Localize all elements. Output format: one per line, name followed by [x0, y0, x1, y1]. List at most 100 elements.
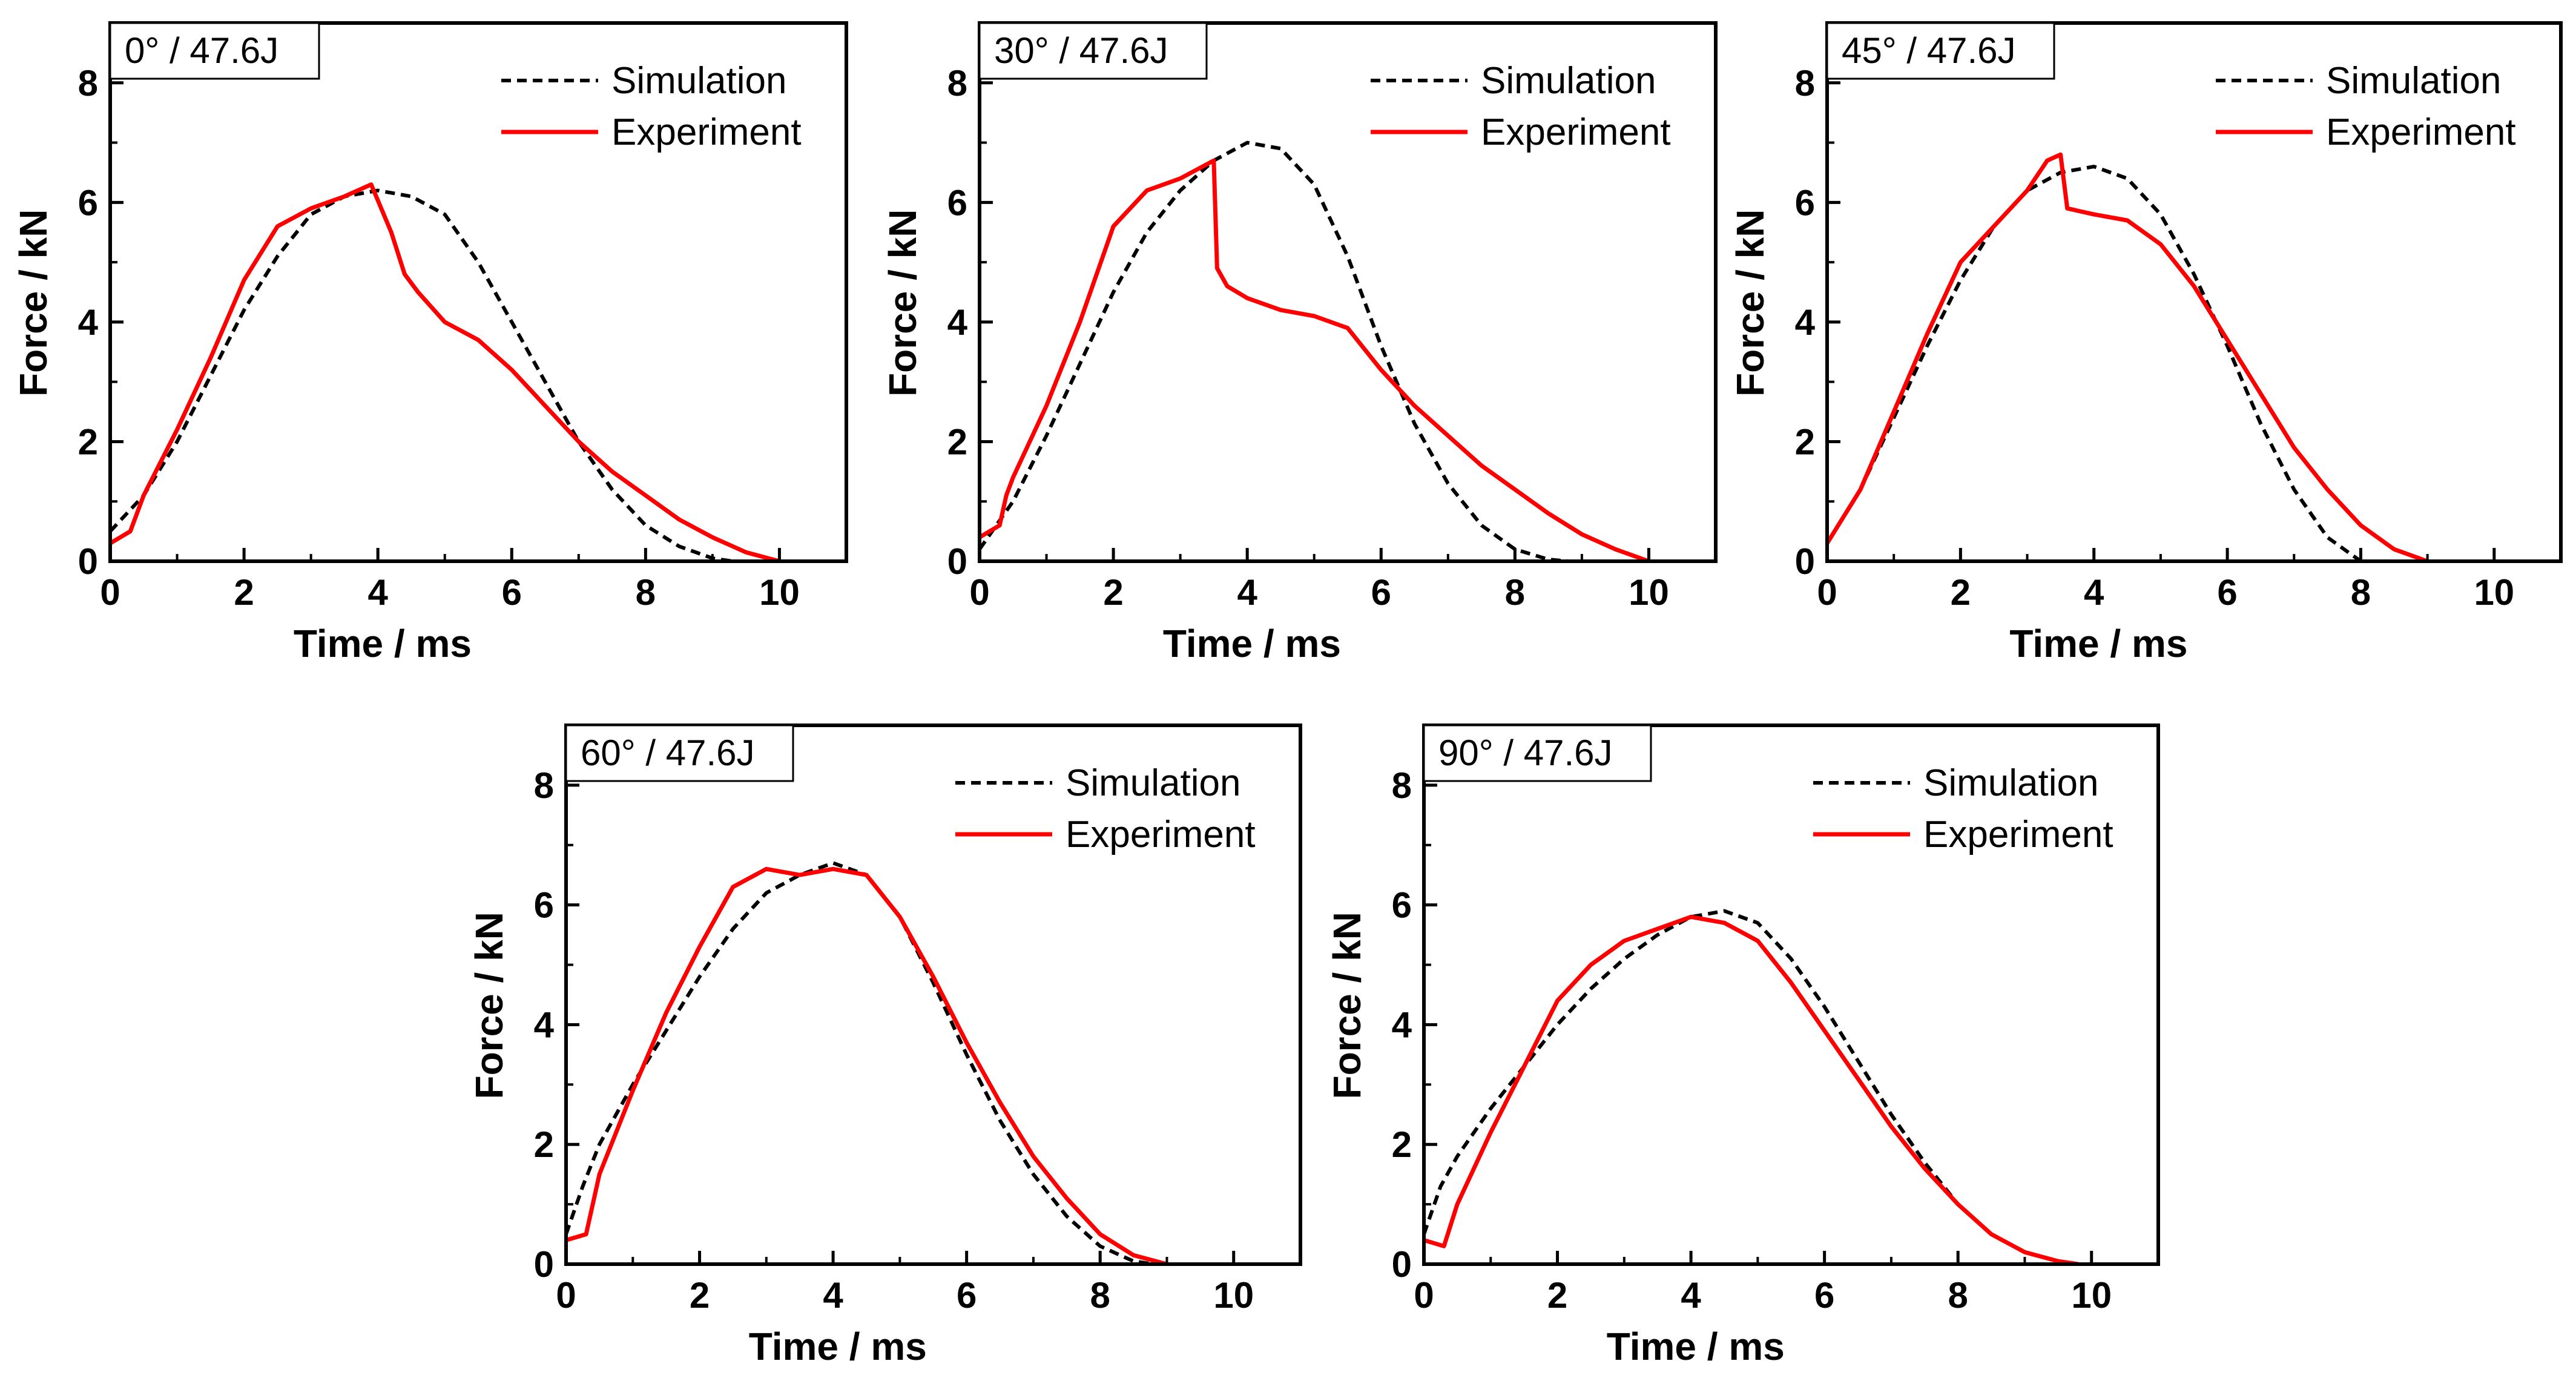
x-tick-label: 2 — [690, 1275, 710, 1316]
y-tick-label: 8 — [78, 63, 98, 104]
x-axis-title: Time / ms — [294, 622, 472, 665]
y-tick-label: 2 — [1392, 1124, 1412, 1165]
y-axis-title: Force / kN — [12, 209, 55, 397]
y-tick-label: 0 — [534, 1244, 554, 1285]
legend-label-experiment: Experiment — [1481, 111, 1671, 153]
x-tick-label: 6 — [1814, 1275, 1834, 1316]
x-tick-label: 0 — [556, 1275, 576, 1316]
x-axis-title: Time / ms — [1163, 622, 1341, 665]
y-tick-label: 4 — [534, 1004, 555, 1045]
y-tick-label: 0 — [947, 541, 967, 582]
series-line-experiment — [1827, 152, 2428, 561]
y-tick-label: 2 — [947, 421, 967, 462]
x-tick-label: 4 — [367, 572, 388, 613]
y-tick-label: 8 — [1795, 63, 1815, 104]
legend-label-experiment: Experiment — [611, 111, 802, 153]
y-tick-label: 6 — [78, 182, 98, 223]
x-tick-label: 0 — [1817, 572, 1837, 613]
panel-tag-box — [109, 22, 320, 80]
y-tick-label: 4 — [1795, 302, 1816, 343]
y-axis-title: Force / kN — [1325, 912, 1369, 1099]
series-line-simulation — [1424, 909, 2079, 1264]
series-line-experiment — [110, 182, 780, 561]
legend-label-simulation: Simulation — [1923, 762, 2098, 804]
panel-tag: 90° / 47.6J — [1438, 733, 1613, 773]
chart-panel-0: 0 2 4 6 8 10 0 2 4 6 8 Time / ms Force / kN 0° / 47.6… — [12, 21, 848, 665]
x-tick-label: 6 — [1371, 572, 1391, 613]
x-tick-label: 0 — [100, 572, 120, 613]
y-axis-title: Force / kN — [467, 912, 511, 1099]
panel-tag-box — [1826, 22, 2055, 80]
x-tick-label: 4 — [1237, 572, 1257, 613]
x-tick-label: 0 — [969, 572, 989, 613]
x-tick-label: 10 — [1213, 1275, 1254, 1316]
x-tick-label: 10 — [2474, 572, 2514, 613]
y-tick-label: 8 — [1392, 765, 1412, 806]
x-tick-label: 8 — [1090, 1275, 1110, 1316]
series-line-simulation — [566, 861, 1154, 1264]
x-axis-title: Time / ms — [749, 1325, 927, 1368]
x-axis-title: Time / ms — [1607, 1325, 1785, 1368]
panel-tag: 45° / 47.6J — [1842, 30, 2016, 71]
panel-tag: 30° / 47.6J — [994, 30, 1168, 71]
y-tick-label: 0 — [1392, 1244, 1412, 1285]
y-tick-label: 8 — [947, 63, 967, 104]
y-tick-label: 0 — [1795, 541, 1815, 582]
series-line-simulation — [1827, 165, 2362, 561]
chart-panel-4: 0 2 4 6 8 10 0 2 4 6 8 Time / ms Force / kN 90° / 47.… — [1325, 723, 2160, 1368]
x-tick-label: 4 — [2084, 572, 2104, 613]
y-tick-label: 2 — [78, 421, 98, 462]
x-tick-label: 2 — [234, 572, 254, 613]
chart-panel-1: 0 2 4 6 8 10 0 2 4 6 8 Time / ms Force / kN 30° / 47.… — [881, 21, 1718, 665]
x-tick-label: 10 — [1629, 572, 1669, 613]
y-axis-title: Force / kN — [1728, 209, 1772, 397]
legend-label-experiment: Experiment — [2326, 111, 2516, 153]
y-tick-label: 2 — [534, 1124, 554, 1165]
y-tick-label: 6 — [1795, 182, 1815, 223]
panel-tag-box — [565, 724, 794, 782]
x-tick-label: 6 — [502, 572, 522, 613]
y-tick-label: 0 — [78, 541, 98, 582]
x-tick-label: 2 — [1103, 572, 1123, 613]
legend-label-simulation: Simulation — [611, 60, 786, 102]
y-tick-label: 6 — [947, 182, 967, 223]
y-tick-label: 6 — [534, 885, 554, 926]
x-tick-label: 8 — [1948, 1275, 1968, 1316]
legend-label-experiment: Experiment — [1066, 814, 1256, 855]
plot-frame — [1825, 21, 2563, 563]
legend-label-experiment: Experiment — [1923, 814, 2113, 855]
x-axis-title: Time / ms — [2009, 622, 2187, 665]
x-tick-label: 10 — [759, 572, 800, 613]
x-tick-label: 2 — [1547, 1275, 1567, 1316]
x-tick-label: 6 — [957, 1275, 977, 1316]
legend-label-simulation: Simulation — [1066, 762, 1240, 804]
legend-label-simulation: Simulation — [1481, 60, 1656, 102]
x-tick-label: 8 — [636, 572, 656, 613]
chart-panel-2: 0 2 4 6 8 10 0 2 4 6 8 Time / ms Force / kN 45° / 47.… — [1728, 21, 2563, 665]
legend-label-simulation: Simulation — [2326, 60, 2501, 102]
chart-panel-3: 0 2 4 6 8 10 0 2 4 6 8 Time / ms Force / kN 60° / 47.… — [467, 723, 1302, 1368]
x-tick-label: 6 — [2217, 572, 2237, 613]
panel-tag-box — [978, 22, 1208, 80]
series-line-experiment — [980, 158, 1650, 561]
panel-tag-box — [1423, 724, 1652, 782]
x-tick-label: 10 — [2071, 1275, 2112, 1316]
y-tick-label: 2 — [1795, 421, 1815, 462]
x-tick-label: 0 — [1414, 1275, 1434, 1316]
series-line-simulation — [980, 140, 1569, 561]
x-tick-label: 2 — [1951, 572, 1971, 613]
panel-tag: 60° / 47.6J — [581, 733, 755, 773]
y-tick-label: 4 — [1392, 1004, 1412, 1045]
x-tick-label: 8 — [2351, 572, 2371, 613]
y-tick-label: 4 — [78, 302, 99, 343]
x-tick-label: 8 — [1505, 572, 1525, 613]
series-line-simulation — [110, 188, 733, 561]
plot-frame — [1422, 723, 2160, 1266]
series-line-experiment — [1424, 914, 2079, 1264]
x-tick-label: 4 — [1681, 1275, 1701, 1316]
series-line-experiment — [566, 866, 1168, 1264]
plot-frame — [978, 21, 1718, 563]
y-tick-label: 8 — [534, 765, 554, 806]
panel-tag: 0° / 47.6J — [125, 30, 278, 71]
